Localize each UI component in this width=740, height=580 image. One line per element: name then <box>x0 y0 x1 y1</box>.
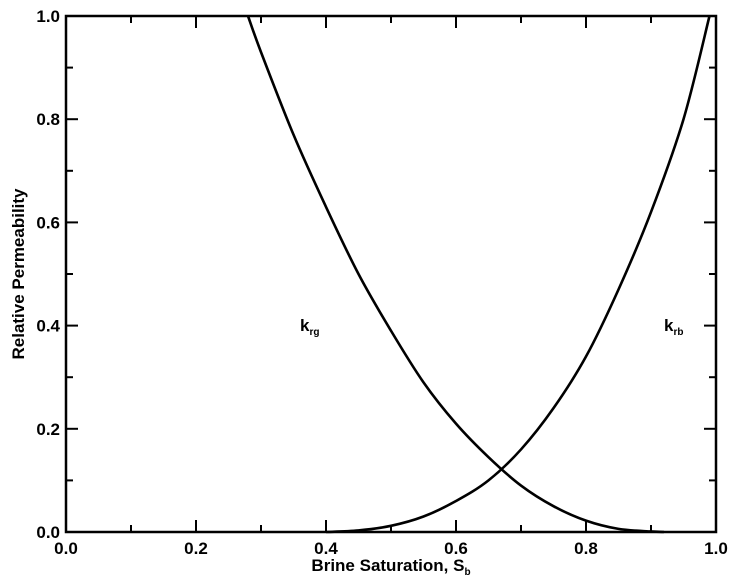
y-tick-label: 0.2 <box>36 420 60 439</box>
x-tick-label: 0.6 <box>444 539 468 558</box>
y-tick-label: 0.8 <box>36 110 60 129</box>
y-tick-label: 0.4 <box>36 317 60 336</box>
series-label-k-rg: krg <box>300 316 319 338</box>
series-line-k-rb <box>325 15 711 534</box>
axis-tick-labels: 0.0 0.2 0.4 0.6 0.8 1.0 0.0 0.2 0.4 0.6 0.8 1.0 <box>36 7 727 558</box>
series-line-k-rg <box>246 15 665 534</box>
y-tick-label: 1.0 <box>36 7 60 26</box>
y-tick-label: 0.6 <box>36 213 60 232</box>
axis-ticks <box>65 15 717 533</box>
x-tick-label: 0.0 <box>54 539 78 558</box>
x-tick-label: 0.4 <box>314 539 338 558</box>
plot-area-frame <box>64 14 718 534</box>
x-tick-label: 1.0 <box>704 539 728 558</box>
series-label-k-rb: krb <box>664 316 683 338</box>
x-tick-label: 0.2 <box>184 539 208 558</box>
y-axis-title: Relative Permeability <box>9 188 28 360</box>
x-axis-title: Brine Saturation, Sb <box>311 556 470 578</box>
y-tick-label: 0.0 <box>36 523 60 542</box>
data-curves <box>246 15 711 534</box>
x-tick-label: 0.8 <box>574 539 598 558</box>
curve-labels: krg krb <box>300 316 683 338</box>
